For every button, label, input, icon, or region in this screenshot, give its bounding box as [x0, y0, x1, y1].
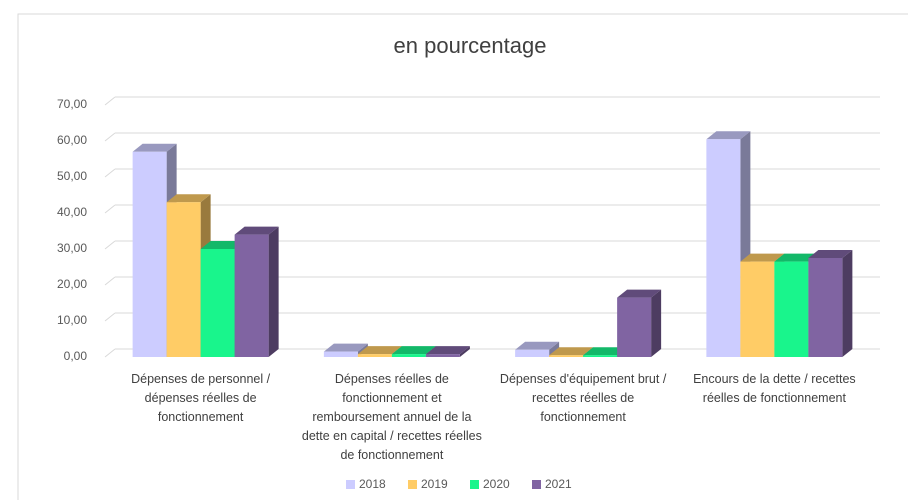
grid-line-side	[104, 96, 116, 106]
y-tick-label: 20,00	[57, 277, 87, 291]
bar-front	[808, 258, 843, 357]
bar-front	[357, 354, 392, 357]
bar-top	[583, 347, 628, 356]
legend-swatch	[532, 480, 541, 489]
bar-side	[268, 226, 279, 357]
x-tick-label: Dépenses d'équipement brut / recettes ré…	[499, 372, 667, 424]
legend-label: 2020	[483, 477, 510, 491]
bar-top	[617, 289, 662, 298]
bar-top	[234, 226, 279, 235]
bar-top	[166, 194, 211, 203]
y-tick-label: 50,00	[57, 169, 87, 183]
bar-top	[774, 253, 819, 262]
x-tick-label: Dépenses réelles de fonctionnement et re…	[301, 372, 482, 462]
grid-line-side	[104, 168, 116, 178]
bar-front	[200, 249, 235, 357]
bar-front	[549, 355, 584, 357]
legend-label: 2018	[359, 477, 386, 491]
bar-front	[740, 261, 775, 357]
bar-top	[132, 143, 177, 152]
x-tick-label: Dépenses de personnel / dépenses réelles…	[131, 372, 271, 424]
bar	[425, 346, 470, 357]
bar-front	[132, 151, 167, 357]
bar-front	[166, 202, 201, 357]
bar-top	[706, 131, 751, 140]
y-tick-label: 40,00	[57, 205, 87, 219]
grid-line-side	[104, 204, 116, 214]
bar-front	[425, 354, 460, 357]
bar-front	[391, 354, 426, 357]
bar-top	[200, 241, 245, 249]
bar	[808, 250, 853, 357]
bar-side	[842, 250, 853, 357]
bar	[617, 289, 662, 357]
bar-top	[515, 341, 560, 350]
bar-top	[808, 250, 853, 258]
bar-front	[706, 139, 741, 357]
bar-front	[617, 297, 652, 357]
y-tick-label: 10,00	[57, 313, 87, 327]
grid-line-side	[104, 312, 116, 322]
y-tick-label: 60,00	[57, 133, 87, 147]
bar-front	[774, 261, 809, 357]
legend-swatch	[470, 480, 479, 489]
y-tick-label: 0,00	[64, 349, 88, 363]
bar	[132, 143, 177, 357]
bar-top	[425, 346, 470, 355]
bar-front	[583, 355, 618, 357]
legend-swatch	[408, 480, 417, 489]
bar	[706, 131, 751, 357]
bar-side	[459, 346, 470, 357]
bar-top	[391, 346, 436, 355]
y-tick-label: 70,00	[57, 97, 87, 111]
legend-swatch	[346, 480, 355, 489]
bar	[234, 226, 279, 357]
legend-label: 2019	[421, 477, 448, 491]
grid-line-side	[104, 132, 116, 142]
grid-line-side	[104, 240, 116, 250]
bar-top	[740, 253, 785, 262]
bar-side	[651, 289, 662, 357]
grid-line-side	[104, 348, 116, 358]
bar-front	[234, 234, 269, 357]
legend-label: 2021	[545, 477, 572, 491]
bar-top	[323, 343, 368, 352]
bar-front	[323, 351, 358, 357]
chart-frame	[17, 13, 908, 500]
chart-title: en pourcentage	[394, 33, 547, 58]
grid-line-side	[104, 276, 116, 286]
bar-top	[549, 347, 594, 356]
y-tick-label: 30,00	[57, 241, 87, 255]
x-tick-label: Encours de la dette / recettes réelles d…	[693, 372, 856, 405]
bar-top	[357, 346, 402, 355]
bar-front	[515, 349, 550, 357]
